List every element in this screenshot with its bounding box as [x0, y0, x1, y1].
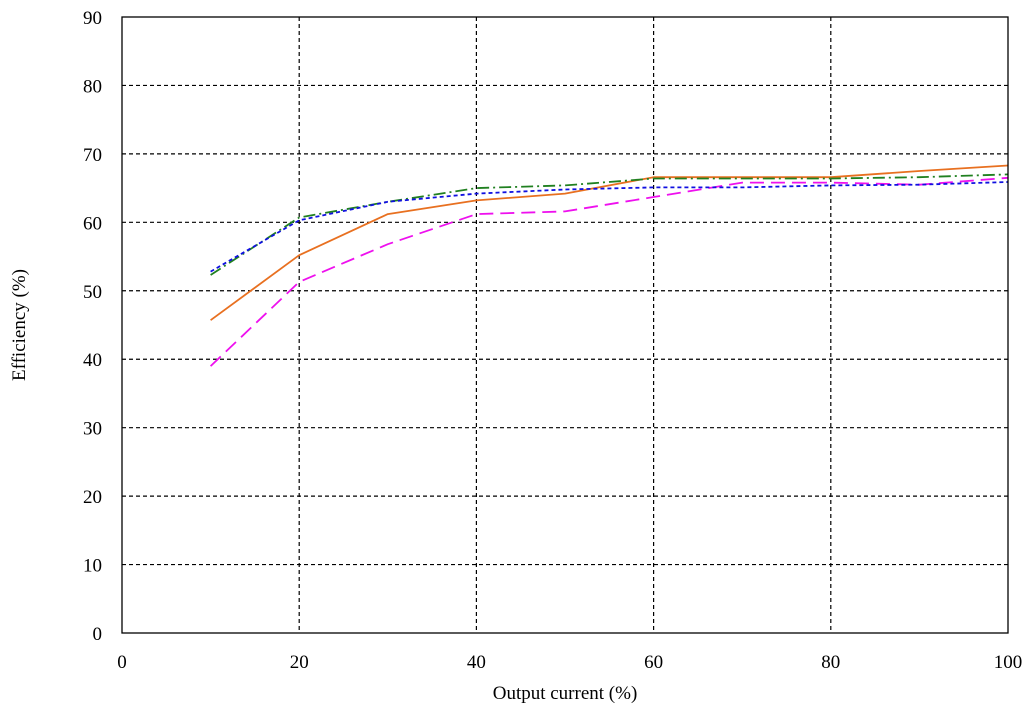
series-line-4 — [210, 181, 1009, 273]
y-tick-label: 20 — [83, 487, 102, 508]
series-line-2 — [209, 176, 1009, 367]
y-tick-label: 70 — [83, 145, 102, 166]
x-tick-labels: 0 20 40 60 80 100 — [117, 652, 1022, 673]
series-line-3 — [210, 173, 1009, 276]
x-tick-label: 0 — [117, 652, 127, 673]
y-tick-label: 40 — [83, 350, 102, 371]
y-tick-label: 30 — [83, 419, 102, 440]
x-tick-label: 40 — [467, 652, 486, 673]
y-tick-labels: 0 10 20 30 40 50 60 70 80 90 — [83, 8, 102, 645]
y-tick-label: 60 — [83, 213, 102, 234]
series-line-1 — [210, 164, 1009, 321]
y-axis-title: Efficiency (%) — [9, 269, 30, 381]
x-tick-label: 60 — [644, 652, 663, 673]
y-tick-label: 0 — [93, 624, 103, 645]
y-tick-label: 80 — [83, 76, 102, 97]
x-tick-label: 100 — [994, 652, 1023, 673]
x-tick-label: 80 — [821, 652, 840, 673]
grid-lines — [122, 17, 1008, 633]
y-tick-label: 50 — [83, 282, 102, 303]
x-tick-label: 20 — [290, 652, 309, 673]
x-axis-title: Output current (%) — [493, 683, 638, 704]
y-tick-label: 10 — [83, 556, 102, 577]
plot-area-frame — [121, 16, 1009, 634]
y-tick-label: 90 — [83, 8, 102, 29]
series-lines — [209, 164, 1009, 367]
